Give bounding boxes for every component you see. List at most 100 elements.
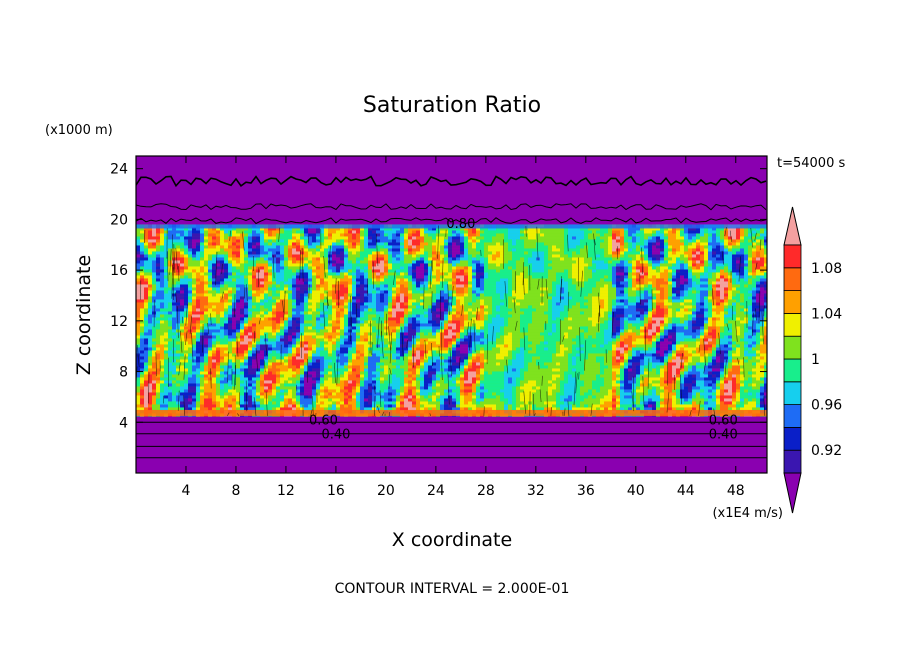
field-cell	[152, 332, 156, 336]
field-cell	[208, 332, 212, 336]
field-cell	[424, 230, 428, 234]
field-cell	[380, 299, 384, 303]
field-cell	[220, 368, 224, 372]
field-cell	[348, 251, 352, 255]
field-cell	[416, 395, 420, 399]
field-cell	[148, 281, 152, 285]
field-cell	[352, 302, 356, 306]
field-cell	[436, 374, 440, 378]
field-cell	[180, 230, 184, 234]
field-cell	[196, 275, 200, 279]
field-cell	[140, 242, 144, 246]
field-cell	[252, 338, 256, 342]
field-cell	[368, 317, 372, 321]
field-cell	[144, 338, 148, 342]
field-cell	[368, 392, 372, 396]
field-cell	[280, 293, 284, 297]
field-cell	[268, 326, 272, 330]
field-cell	[252, 308, 256, 312]
field-cell	[176, 353, 180, 357]
field-cell	[304, 302, 308, 306]
field-cell	[144, 290, 148, 294]
field-cell	[400, 341, 404, 345]
field-cell	[400, 269, 404, 273]
field-cell	[176, 245, 180, 249]
field-cell	[420, 335, 424, 339]
field-cell	[420, 251, 424, 255]
field-cell	[368, 302, 372, 306]
field-cell	[364, 389, 368, 393]
field-cell	[388, 401, 392, 405]
field-cell	[172, 341, 176, 345]
field-cell	[136, 245, 140, 249]
field-cell	[268, 398, 272, 402]
field-cell	[152, 359, 156, 363]
field-cell	[312, 293, 316, 297]
field-cell	[388, 287, 392, 291]
field-cell	[236, 377, 240, 381]
field-cell	[224, 293, 228, 297]
field-cell	[208, 338, 212, 342]
field-cell	[224, 377, 228, 381]
field-cell	[268, 233, 272, 237]
field-cell	[192, 242, 196, 246]
field-cell	[396, 239, 400, 243]
field-cell	[336, 290, 340, 294]
field-cell	[212, 233, 216, 237]
field-cell	[308, 329, 312, 333]
field-cell	[220, 401, 224, 405]
field-cell	[352, 320, 356, 324]
field-cell	[372, 311, 376, 315]
field-cell	[224, 353, 228, 357]
field-cell	[320, 293, 324, 297]
field-cell	[252, 356, 256, 360]
field-cell	[232, 395, 236, 399]
field-cell	[152, 377, 156, 381]
field-cell	[428, 275, 432, 279]
field-cell	[144, 371, 148, 375]
field-cell	[300, 371, 304, 375]
field-cell	[396, 320, 400, 324]
field-cell	[240, 314, 244, 318]
field-cell	[200, 296, 204, 300]
field-cell	[272, 374, 276, 378]
field-cell	[192, 281, 196, 285]
field-cell	[348, 338, 352, 342]
field-cell	[188, 248, 192, 252]
field-cell	[372, 296, 376, 300]
field-cell	[264, 278, 268, 282]
field-cell	[396, 302, 400, 306]
field-cell	[344, 386, 348, 390]
field-cell	[288, 269, 292, 273]
field-cell	[360, 242, 364, 246]
field-cell	[384, 359, 388, 363]
field-cell	[336, 236, 340, 240]
field-cell	[288, 368, 292, 372]
field-cell	[292, 371, 296, 375]
field-cell	[248, 365, 252, 369]
field-cell	[368, 383, 372, 387]
field-cell	[216, 329, 220, 333]
field-cell	[260, 332, 264, 336]
field-cell	[380, 257, 384, 261]
field-cell	[228, 338, 232, 342]
field-cell	[344, 293, 348, 297]
field-cell	[340, 362, 344, 366]
field-cell	[324, 302, 328, 306]
field-cell	[196, 353, 200, 357]
field-cell	[244, 359, 248, 363]
field-cell	[372, 257, 376, 261]
field-cell	[332, 389, 336, 393]
field-cell	[364, 401, 368, 405]
field-cell	[360, 395, 364, 399]
field-cell	[392, 281, 396, 285]
field-cell	[312, 380, 316, 384]
field-cell	[256, 353, 260, 357]
field-cell	[376, 365, 380, 369]
field-cell	[436, 368, 440, 372]
field-cell	[388, 350, 392, 354]
field-cell	[256, 302, 260, 306]
field-cell	[344, 380, 348, 384]
field-cell	[308, 314, 312, 318]
field-cell	[432, 377, 436, 381]
